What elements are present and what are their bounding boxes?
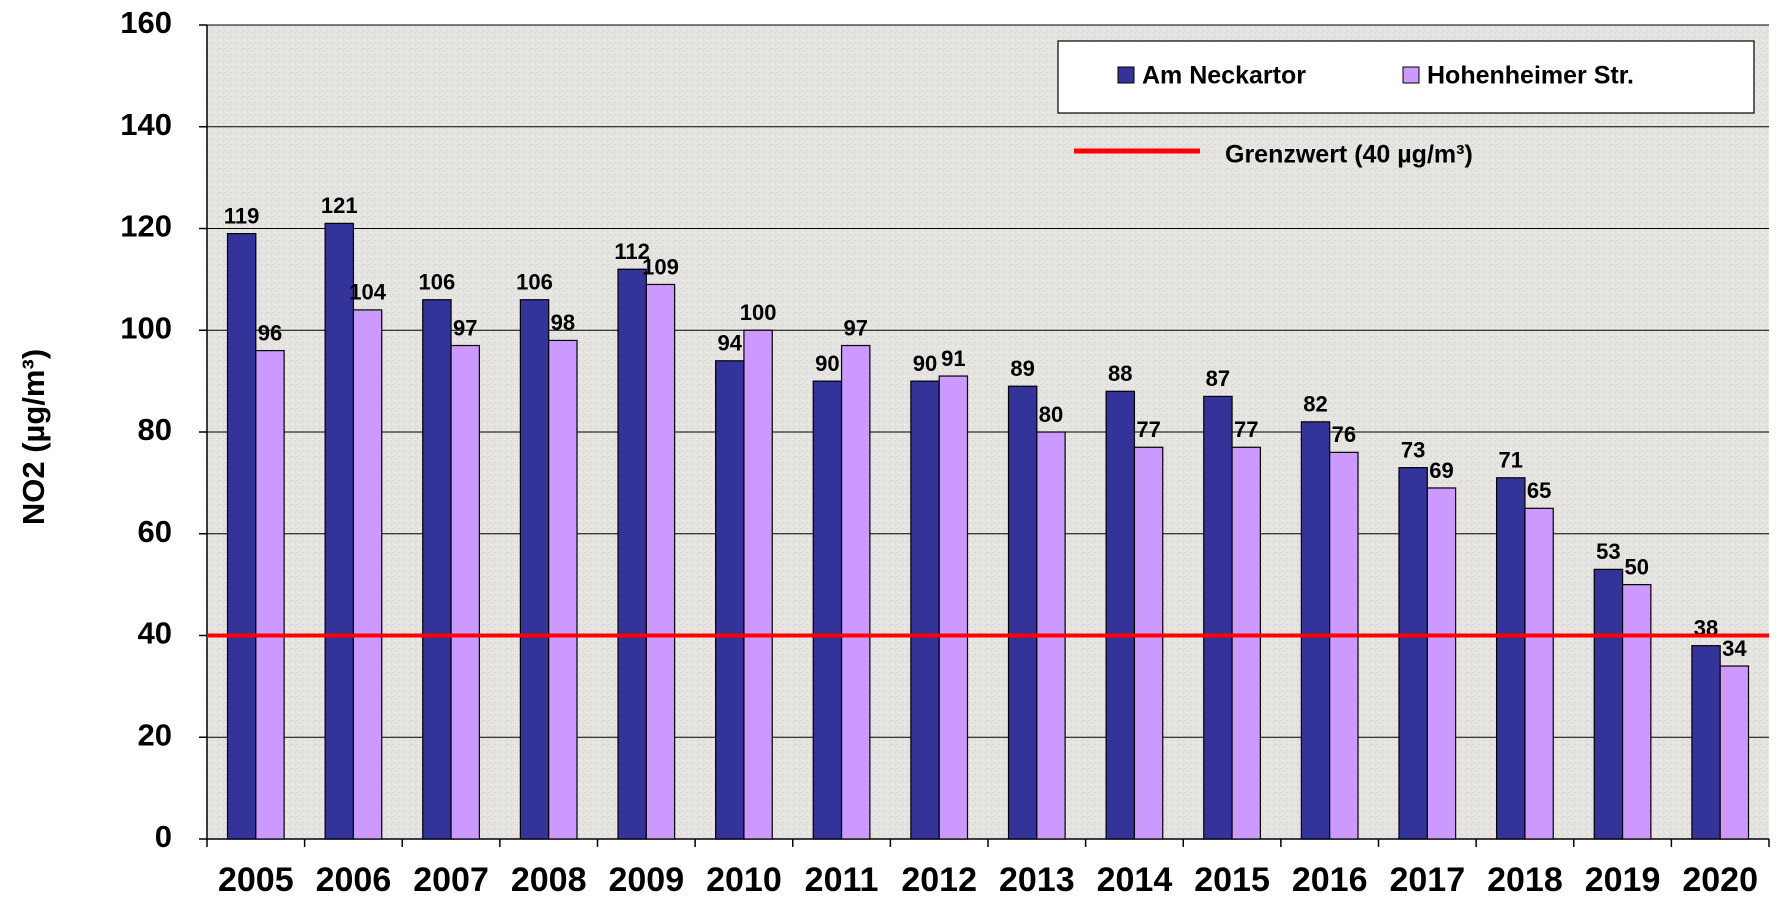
bar (1398, 467, 1428, 840)
bar (324, 222, 355, 840)
data-label: 82 (1303, 392, 1327, 417)
x-tick-label: 2014 (1097, 861, 1173, 899)
data-label: 69 (1429, 458, 1453, 483)
legend-label: Hohenheimer Str. (1427, 62, 1634, 90)
bar (1621, 584, 1652, 840)
data-label: 119 (224, 203, 260, 228)
y-tick-label: 140 (120, 107, 172, 142)
data-label: 65 (1527, 478, 1551, 503)
bar (1133, 446, 1164, 840)
legend-swatch (1117, 66, 1135, 84)
bar (1300, 421, 1331, 840)
x-tick-label: 2017 (1389, 861, 1465, 899)
bar (715, 360, 745, 840)
data-label: 53 (1596, 539, 1620, 564)
data-label: 80 (1039, 402, 1063, 427)
data-label: 77 (1136, 417, 1160, 442)
data-label: 90 (815, 351, 839, 376)
data-label: 112 (614, 239, 650, 264)
x-tick-label: 2007 (413, 861, 489, 899)
data-label: 89 (1010, 356, 1034, 381)
bar (1719, 665, 1750, 840)
data-label: 121 (321, 193, 358, 218)
bar (812, 380, 843, 840)
bar (1593, 568, 1624, 840)
data-label: 90 (913, 351, 937, 376)
y-tick-label: 160 (120, 5, 172, 40)
y-tick-label: 80 (138, 412, 172, 447)
legend-swatch (1402, 66, 1420, 84)
data-label: 73 (1401, 437, 1425, 462)
bar (450, 344, 480, 840)
x-tick-label: 2013 (999, 861, 1075, 899)
x-tick-label: 2009 (608, 861, 684, 899)
x-tick-label: 2015 (1194, 861, 1270, 899)
bar (1496, 477, 1526, 840)
bar (519, 299, 550, 840)
data-label: 34 (1722, 636, 1747, 661)
data-label: 100 (740, 300, 777, 325)
bar (255, 350, 285, 840)
data-label: 50 (1624, 554, 1648, 579)
data-label: 96 (258, 320, 282, 345)
legend-label: Am Neckartor (1142, 62, 1306, 90)
x-tick-label: 2019 (1585, 861, 1661, 899)
x-tick-label: 2018 (1487, 861, 1563, 899)
legend-ref-label: Grenzwert (40 µg/m³) (1225, 141, 1473, 169)
y-tick-label: 120 (120, 209, 172, 244)
y-axis-title: NO2 (µg/m³) (16, 349, 51, 525)
x-tick-label: 2006 (316, 861, 392, 899)
y-tick-label: 40 (138, 616, 172, 651)
x-tick-label: 2005 (218, 861, 294, 899)
bar (617, 268, 647, 840)
x-tick-label: 2011 (805, 861, 879, 899)
bar (840, 344, 871, 840)
bar (743, 329, 773, 840)
bar (422, 299, 452, 840)
x-tick-label: 2016 (1292, 861, 1368, 899)
y-tick-label: 100 (120, 310, 172, 345)
data-label: 76 (1332, 422, 1356, 447)
bar (226, 232, 257, 840)
bar (910, 380, 940, 840)
y-tick-label: 60 (138, 514, 172, 549)
bar (1524, 507, 1554, 840)
data-label: 87 (1206, 366, 1230, 391)
bar (1691, 645, 1721, 840)
y-tick-label: 0 (155, 819, 172, 854)
x-tick-label: 2012 (901, 861, 977, 899)
x-tick-label: 2008 (511, 861, 587, 899)
x-tick-label: 2020 (1682, 861, 1758, 899)
bar (1329, 451, 1359, 840)
bar (1203, 395, 1233, 840)
data-label: 88 (1108, 361, 1132, 386)
bar (352, 309, 383, 840)
bar (1231, 446, 1261, 840)
data-label: 71 (1499, 448, 1523, 473)
bar (1105, 390, 1136, 840)
data-label: 106 (516, 270, 553, 295)
y-tick-label: 20 (138, 717, 172, 752)
data-label: 97 (843, 315, 867, 340)
data-label: 106 (419, 270, 456, 295)
bar (645, 283, 676, 840)
data-label: 98 (551, 310, 575, 335)
data-label: 94 (718, 331, 743, 356)
data-label: 109 (642, 254, 679, 279)
data-label: 97 (453, 315, 477, 340)
bar (938, 375, 969, 840)
data-label: 91 (941, 346, 965, 371)
data-label: 77 (1234, 417, 1258, 442)
x-tick-label: 2010 (706, 861, 782, 899)
bar (1007, 385, 1038, 840)
bar (1426, 487, 1457, 840)
bar (548, 339, 578, 840)
data-label: 104 (349, 280, 386, 305)
